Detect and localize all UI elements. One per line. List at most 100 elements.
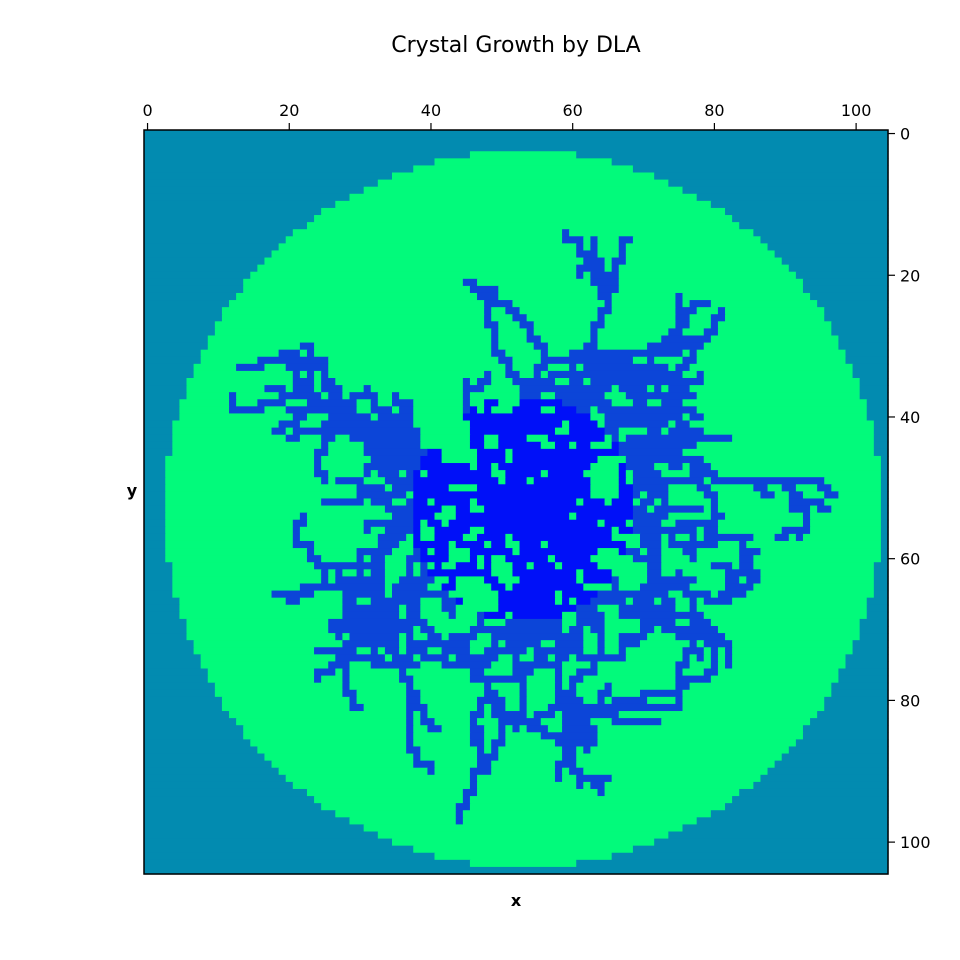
heatmap-cell-run xyxy=(824,696,889,705)
heatmap-cell-run xyxy=(597,590,669,599)
heatmap-cell-run xyxy=(491,767,556,776)
heatmap-cell-run xyxy=(647,427,662,436)
heatmap-cell-run xyxy=(441,604,457,613)
heatmap-cell-run xyxy=(406,604,421,613)
heatmap-cell-run xyxy=(668,484,698,492)
heatmap-cell-run xyxy=(696,597,705,606)
heatmap xyxy=(144,130,889,875)
heatmap-cell-run xyxy=(328,626,414,634)
heatmap-cell-run xyxy=(512,356,542,365)
heatmap-cell-run xyxy=(285,427,294,436)
heatmap-cell-run xyxy=(455,512,570,521)
heatmap-cell-run xyxy=(746,540,882,549)
heatmap-cell-run xyxy=(710,654,719,663)
heatmap-cell-run xyxy=(703,647,712,655)
heatmap-cell-run xyxy=(144,321,216,329)
heatmap-cell-run xyxy=(469,640,492,648)
heatmap-cell-run xyxy=(172,583,301,592)
heatmap-cell-run xyxy=(214,321,485,329)
heatmap-cell-run xyxy=(292,370,301,379)
heatmap-cell-run xyxy=(873,420,889,429)
heatmap-cell-run xyxy=(554,392,606,400)
heatmap-cell-run xyxy=(526,434,549,443)
heatmap-cell-run xyxy=(569,675,584,684)
heatmap-cell-run xyxy=(590,278,620,287)
heatmap-cell-run xyxy=(880,455,889,464)
heatmap-cell-run xyxy=(540,370,549,379)
heatmap-cell-run xyxy=(144,540,166,549)
heatmap-cell-run xyxy=(469,732,485,740)
heatmap-cell-run xyxy=(392,406,400,415)
heatmap-cell-run xyxy=(193,640,343,648)
heatmap-cell-run xyxy=(597,342,648,351)
heatmap-cell-run xyxy=(144,583,173,592)
heatmap-cell-run xyxy=(526,328,535,337)
heatmap-cell-run xyxy=(384,562,407,570)
heatmap-cell-run xyxy=(434,718,471,726)
heatmap-cell-run xyxy=(696,576,726,585)
heatmap-cell-run xyxy=(477,774,556,783)
heatmap-cell-run xyxy=(165,463,315,471)
heatmap-cell-run xyxy=(314,349,492,358)
heatmap-cell-run xyxy=(491,555,506,563)
heatmap-cell-run xyxy=(604,788,740,797)
x-tick-label: 100 xyxy=(841,101,872,120)
heatmap-cell-run xyxy=(299,583,386,592)
heatmap-cell-run xyxy=(455,583,492,592)
heatmap-cell-run xyxy=(413,470,421,478)
heatmap-cell-run xyxy=(647,633,677,641)
heatmap-cell-run xyxy=(306,788,464,797)
heatmap-cell-run xyxy=(540,540,549,549)
heatmap-cell-run xyxy=(278,349,301,358)
heatmap-cell-run xyxy=(647,505,655,514)
heatmap-cell-run xyxy=(732,654,847,663)
heatmap-cell-run xyxy=(349,434,421,443)
heatmap-cell-run xyxy=(321,420,414,429)
heatmap-cell-run xyxy=(427,448,443,457)
heatmap-cell-run xyxy=(214,682,343,691)
heatmap-cell-run xyxy=(144,193,351,202)
heatmap-cell-run xyxy=(384,583,393,592)
heatmap-cell-run xyxy=(420,526,436,535)
heatmap-cell-run xyxy=(866,597,889,606)
heatmap-cell-run xyxy=(604,626,641,634)
heatmap-cell-run xyxy=(363,441,421,450)
heatmap-cell-run xyxy=(632,526,698,535)
heatmap-cell-run xyxy=(739,540,747,549)
heatmap-cell-run xyxy=(484,711,492,719)
heatmap-cell-run xyxy=(441,583,457,592)
heatmap-cell-run xyxy=(569,767,584,776)
heatmap-cell-run xyxy=(554,597,563,606)
heatmap-cell-run xyxy=(689,420,875,429)
heatmap-cell-run xyxy=(349,668,400,677)
heatmap-cell-run xyxy=(165,555,308,563)
heatmap-cell-run xyxy=(562,399,613,407)
heatmap-cell-run xyxy=(144,611,181,620)
heatmap-cell-run xyxy=(292,413,308,422)
heatmap-cell-run xyxy=(554,774,563,783)
heatmap-cell-run xyxy=(533,321,591,329)
heatmap-cell-run xyxy=(363,463,421,471)
heatmap-cell-run xyxy=(739,555,754,563)
heatmap-cell-run xyxy=(668,831,889,840)
heatmap-cell-run xyxy=(562,626,570,634)
heatmap-cell-run xyxy=(144,491,166,500)
heatmap-cell-run xyxy=(802,519,811,528)
heatmap-cell-run xyxy=(824,314,889,322)
heatmap-cell-run xyxy=(413,526,421,535)
heatmap-cell-run xyxy=(328,441,365,450)
heatmap-cell-run xyxy=(462,817,698,825)
heatmap-cell-run xyxy=(342,392,351,400)
heatmap-cell-run xyxy=(689,300,712,308)
heatmap-cell-run xyxy=(477,406,485,415)
heatmap-cell-run xyxy=(597,661,677,670)
heatmap-cell-run xyxy=(689,604,698,613)
heatmap-cell-run xyxy=(682,349,691,358)
heatmap-cell-run xyxy=(243,278,464,287)
heatmap-cell-run xyxy=(377,470,400,478)
heatmap-cell-run xyxy=(838,335,889,344)
heatmap-cell-run xyxy=(420,463,471,471)
heatmap-cell-run xyxy=(491,682,521,691)
heatmap-cell-run xyxy=(455,505,471,514)
heatmap-cell-run xyxy=(292,540,315,549)
